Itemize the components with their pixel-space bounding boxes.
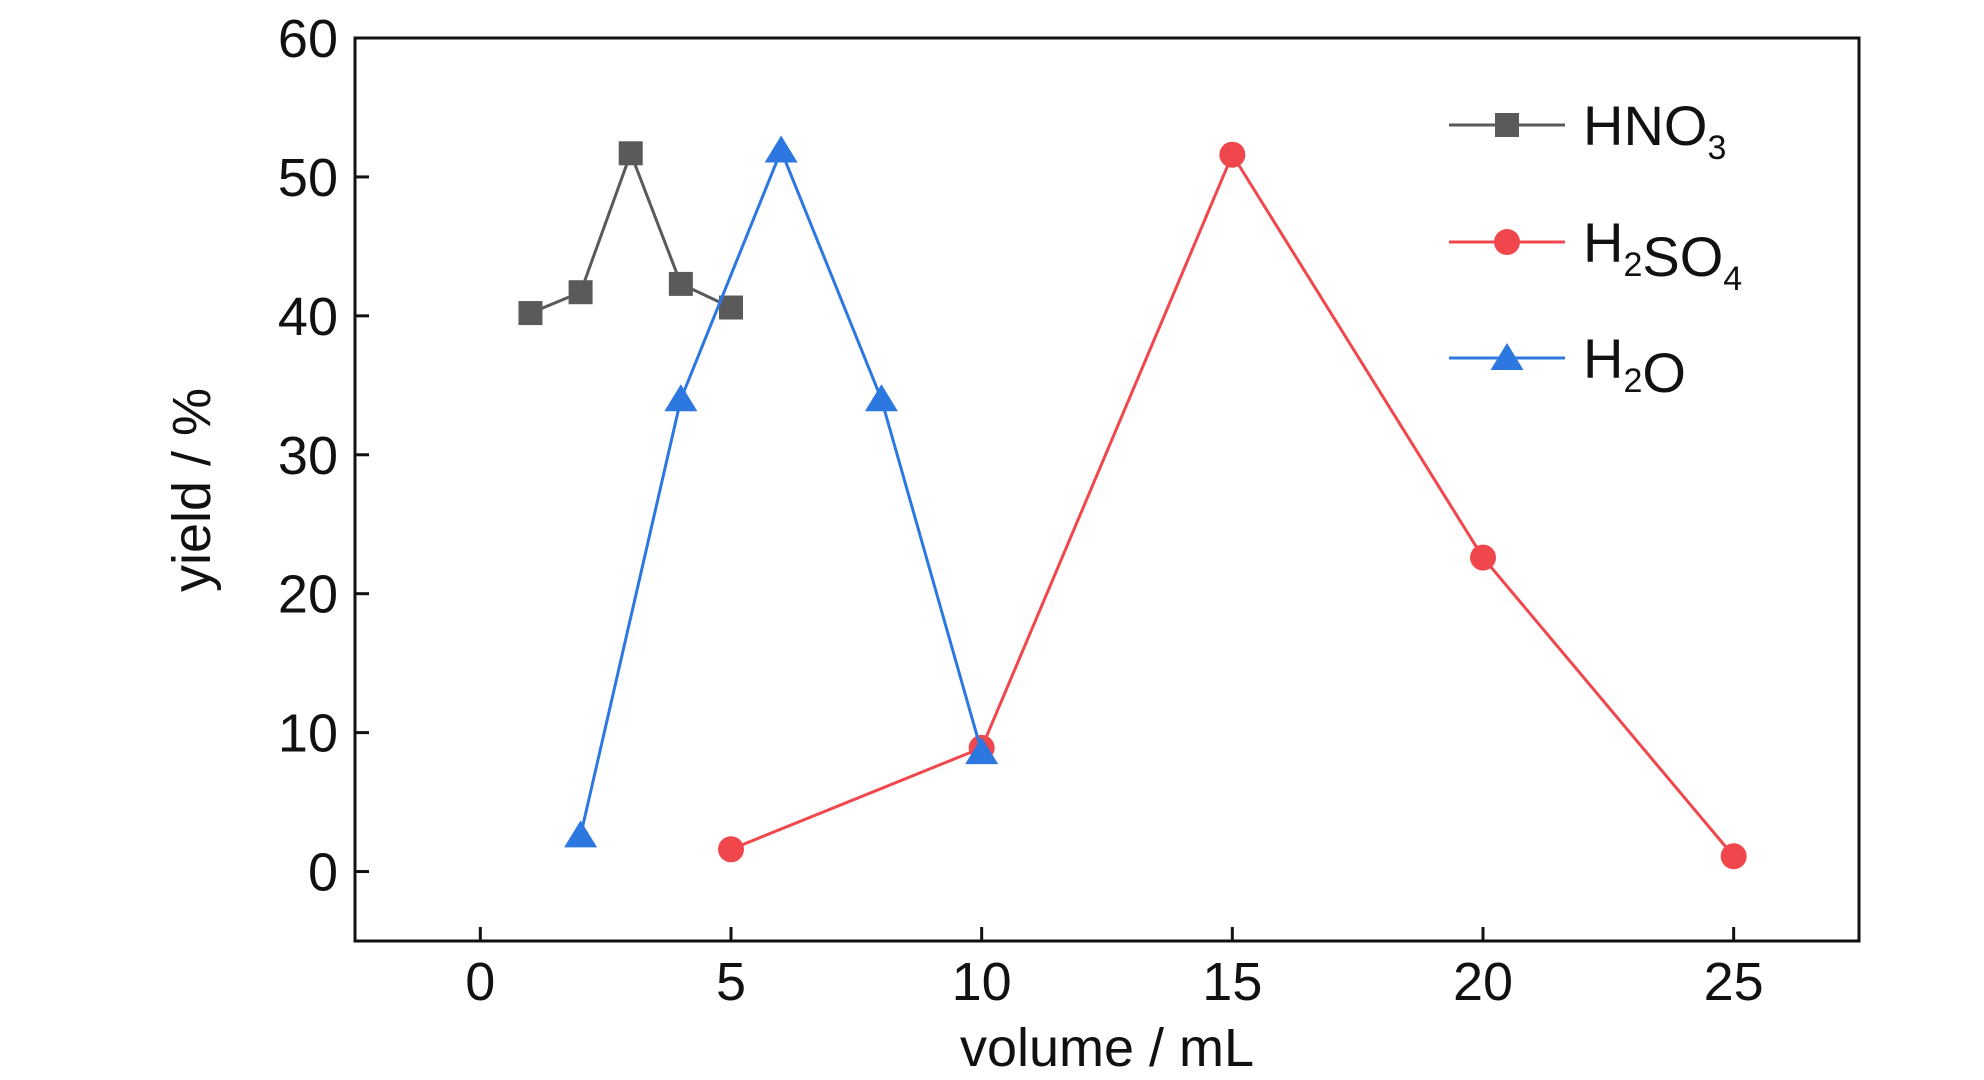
data-point-h2so4 bbox=[1470, 544, 1496, 571]
y-tick-label: 60 bbox=[278, 9, 338, 69]
x-axis-label: volume / mL bbox=[960, 1018, 1254, 1075]
legend-marker bbox=[1490, 343, 1524, 370]
data-point-hno3 bbox=[518, 301, 543, 326]
series-layer bbox=[518, 135, 1747, 870]
legend-item-h2o: H2O bbox=[1449, 327, 1686, 404]
data-point-h2so4 bbox=[1219, 141, 1246, 168]
legend-label: HNO3 bbox=[1583, 94, 1726, 167]
legend: HNO3 H2SO4 H2O bbox=[1449, 94, 1742, 404]
x-tick-label: 15 bbox=[1202, 952, 1262, 1012]
plot-frame bbox=[353, 36, 1861, 943]
x-tick-label: 10 bbox=[952, 952, 1012, 1012]
y-tick-label: 20 bbox=[278, 565, 338, 625]
series-line-h2o bbox=[579, 146, 984, 836]
x-axis: 0 5 10 15 20 25 bbox=[465, 927, 1764, 1012]
data-point-h2o bbox=[564, 820, 598, 848]
legend-label: H2SO4 bbox=[1583, 211, 1742, 298]
legend-marker bbox=[1495, 113, 1519, 137]
x-tick-label: 0 bbox=[465, 952, 495, 1012]
legend-marker bbox=[1494, 229, 1520, 255]
y-tick-label: 30 bbox=[278, 426, 338, 486]
y-axis: 0 10 20 30 40 50 60 bbox=[278, 9, 369, 903]
y-tick-label: 0 bbox=[308, 843, 338, 903]
data-point-hno3 bbox=[719, 295, 743, 320]
data-point-h2so4 bbox=[718, 836, 744, 863]
legend-item-h2so4: H2SO4 bbox=[1449, 211, 1742, 298]
data-point-h2o bbox=[965, 737, 999, 765]
x-tick-label: 25 bbox=[1704, 952, 1764, 1012]
x-tick-label: 20 bbox=[1453, 952, 1513, 1012]
y-tick-label: 10 bbox=[278, 704, 338, 764]
legend-item-hno3: HNO3 bbox=[1449, 94, 1726, 167]
y-tick-label: 40 bbox=[278, 287, 338, 347]
data-point-hno3 bbox=[568, 280, 593, 305]
series-h2so4 bbox=[718, 141, 1747, 870]
data-point-h2so4 bbox=[1720, 843, 1747, 870]
x-tick-label: 5 bbox=[716, 952, 746, 1012]
data-point-hno3 bbox=[618, 141, 643, 166]
data-point-h2o bbox=[864, 384, 898, 412]
data-point-h2o bbox=[664, 384, 698, 412]
series-line-hno3 bbox=[529, 149, 732, 315]
data-point-h2o bbox=[764, 135, 798, 163]
series-h2o bbox=[564, 135, 999, 848]
y-tick-label: 50 bbox=[278, 148, 338, 208]
series-hno3 bbox=[518, 141, 743, 326]
legend-label: H2O bbox=[1583, 327, 1686, 404]
data-point-hno3 bbox=[668, 271, 693, 296]
y-axis-label: yield / % bbox=[162, 388, 222, 592]
